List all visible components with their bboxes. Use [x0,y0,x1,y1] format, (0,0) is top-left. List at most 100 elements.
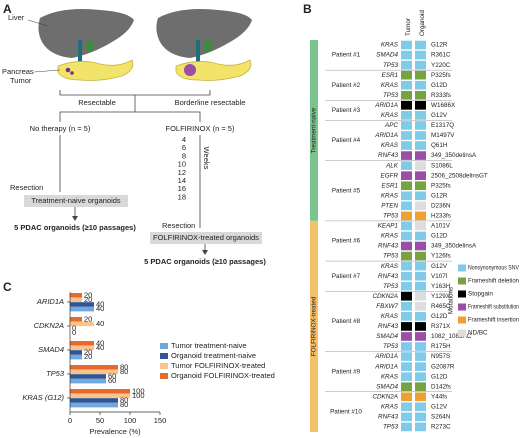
liver [156,9,252,58]
organoid-cell [415,161,426,170]
value-label: 20 [84,290,92,299]
tumor-cell [401,40,412,50]
tumor-cell [401,312,412,321]
gene: KRAS [381,373,399,380]
legend-label: Frameshift insertion [468,317,519,324]
value-label: 20 [84,347,92,356]
organoid-cell [415,392,426,402]
organoid-cell [415,90,426,100]
value-label: 40 [96,304,104,313]
mutation: H233fs [431,213,451,220]
value-label: 20 [84,352,92,361]
organoid-cell [415,261,426,271]
organoid-cell [415,191,426,201]
bar [70,398,118,403]
tumor-cell [401,402,412,412]
patient-label: Patient #1 [332,52,361,59]
organoid-cell [415,111,426,120]
label: Treatment-naive organoids [31,196,121,205]
column-header: Organoid [419,10,426,36]
legend-swatch [458,290,466,298]
bar [70,365,118,370]
week-label: 4 [182,135,186,144]
gene: ESR1 [382,182,398,189]
label: Resection [162,221,195,230]
tumor-cell [401,302,412,311]
mutation: 349_350delinsA [431,152,477,159]
organoid-cell [415,402,426,412]
group-label: FOLFIRINOX-treated [311,296,318,356]
organoid-cell [415,221,426,231]
tumor-cell [401,281,412,291]
mutation: W1686X [431,102,456,109]
gene: RNF43 [378,273,398,280]
patient-label: Patient #3 [332,107,361,114]
week-label: 16 [178,184,186,193]
organoid-cell [415,241,426,251]
patient-label: Patient #8 [332,318,361,325]
tumor-cell [401,251,412,261]
mutation: E1317Q [431,122,454,129]
gene: KRAS [381,192,399,199]
mutation: G2087R [431,363,455,370]
label: Liver [8,13,25,22]
mutation: M1497V [431,132,455,139]
gallbladder [86,40,94,52]
organoid-cell [415,60,426,70]
legend-title: Mutations [448,287,455,314]
gene: ARID1A [374,353,398,360]
tumor-cell [401,70,412,80]
category-label: CDKN2A [34,321,64,330]
x-tick-label: 100 [124,416,137,425]
gene: ESR1 [382,72,398,79]
label: No therapy (n = 5) [30,124,91,133]
mutation: G12D [431,82,448,89]
mutation: G12V [431,112,448,119]
week-label: 8 [182,151,186,160]
organoid-cell [415,171,426,180]
bar [70,374,106,379]
legend-label: Stopgain [468,291,493,298]
tumor-cell [401,181,412,191]
gene: KEAP1 [378,223,398,230]
tumor-cell [401,211,412,221]
organoid-cell [415,80,426,90]
tumor-cell [401,332,412,341]
organoid-cell [415,362,426,371]
category-label: SMAD4 [38,345,64,354]
organoid-cell [415,251,426,261]
mutation: V107I [431,273,448,280]
gene: RNF43 [378,323,398,330]
gene: TP53 [383,283,399,290]
value-label: 20 [84,314,92,323]
gene: KRAS [381,112,399,119]
gene: KRAS [381,82,399,89]
mutation: G12D [431,373,448,380]
tumor-cell [401,322,412,331]
legend-label: Organoid FOLFIRINOX-treated [171,371,275,380]
mutation: N957S [431,353,450,360]
tumor-cell [401,412,412,422]
organoid-cell [415,322,426,331]
tumor [184,64,196,76]
gene: SMAD4 [376,333,398,340]
value-label: 40 [96,299,104,308]
patient-label: Patient #7 [332,273,361,280]
week-label: 18 [178,192,186,201]
label: FOLFIRINOX-treated organoids [153,233,259,242]
legend-swatch [458,277,466,285]
pancreas [175,59,252,81]
pointer [33,69,61,73]
legend-label: Tumor treatment-naive [171,341,247,350]
organoid-cell [415,422,426,432]
tumor-cell [401,221,412,231]
bar [70,350,82,355]
organoid-cell [415,382,426,392]
mutation: Y44fs [431,393,447,400]
legend-label: Organoid treatment-naive [171,351,256,360]
value-label: 100 [132,391,145,400]
gene: KRAS [381,142,399,149]
group-bar [310,220,318,432]
liver [38,9,134,58]
gene: CDKN2A [372,393,398,400]
